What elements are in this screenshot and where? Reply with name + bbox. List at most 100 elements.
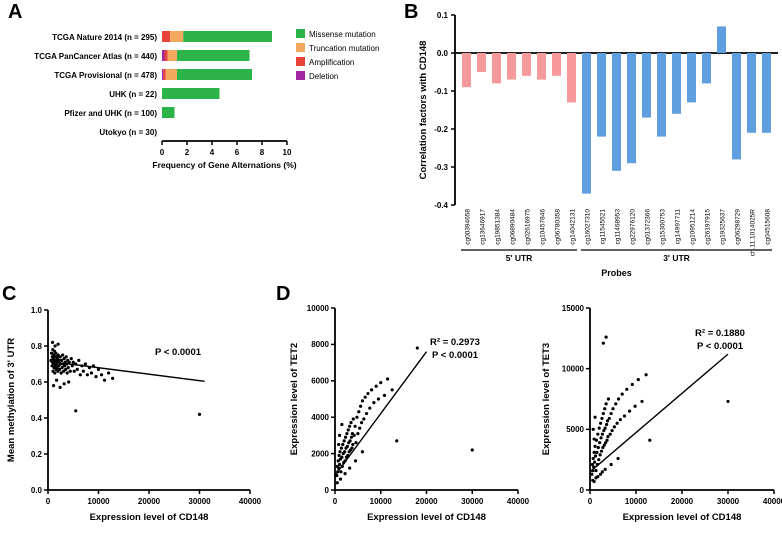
panel-c-letter: C	[2, 283, 17, 305]
svg-text:0.0: 0.0	[437, 49, 449, 58]
svg-text:0.0: 0.0	[31, 486, 43, 495]
svg-text:0.8: 0.8	[31, 342, 43, 351]
panel-a-letter: A	[8, 1, 23, 23]
svg-text:6000: 6000	[311, 377, 329, 386]
svg-text:10000: 10000	[307, 304, 330, 313]
svg-text:-0.3: -0.3	[434, 163, 448, 172]
svg-text:R² = 0.1880: R² = 0.1880	[695, 328, 745, 339]
tet2-expression-scatter: 0 2000 4000 6000 8000 10000 0 10000 20000 30000 40…	[289, 304, 530, 523]
tet3-expression-scatter: 0 5000 10000 15000 0 10000 20000 30000 40000 Expr…	[541, 304, 782, 523]
svg-text:cg10457846: cg10457846	[540, 209, 547, 245]
svg-text:Utokyo (n = 30): Utokyo (n = 30)	[99, 128, 157, 137]
svg-text:Expression level of CD148: Expression level of CD148	[623, 512, 742, 523]
svg-text:cg15300753: cg15300753	[660, 209, 667, 245]
svg-text:40000: 40000	[239, 497, 262, 506]
svg-text:0.6: 0.6	[31, 378, 43, 387]
svg-text:-0.2: -0.2	[434, 125, 448, 134]
panel-d-letter: D	[276, 283, 291, 305]
svg-text:cg16027310: cg16027310	[585, 209, 592, 245]
svg-text:P < 0.0001: P < 0.0001	[697, 341, 744, 352]
svg-text:TCGA Provisional (n = 478): TCGA Provisional (n = 478)	[54, 71, 157, 80]
svg-text:1.0: 1.0	[31, 306, 43, 315]
svg-text:cg01372366: cg01372366	[645, 209, 652, 245]
svg-text:0.2: 0.2	[31, 450, 43, 459]
svg-text:Mean methylation of 3' UTR: Mean methylation of 3' UTR	[6, 338, 17, 462]
svg-text:3' UTR: 3' UTR	[663, 253, 690, 263]
svg-text:cg22976120: cg22976120	[630, 209, 637, 245]
svg-text:0: 0	[46, 497, 51, 506]
svg-text:10000: 10000	[625, 497, 648, 506]
svg-text:40000: 40000	[763, 497, 782, 506]
svg-text:P < 0.0001: P < 0.0001	[155, 347, 202, 358]
svg-text:Expression level of CD148: Expression level of CD148	[90, 512, 209, 523]
svg-text:2: 2	[185, 148, 190, 157]
panel-b-letter: B	[404, 1, 419, 23]
svg-text:R² = 0.2973: R² = 0.2973	[430, 337, 480, 348]
svg-text:cg14042131: cg14042131	[570, 209, 577, 245]
svg-text:Expression level of CD148: Expression level of CD148	[367, 512, 486, 523]
svg-text:30000: 30000	[188, 497, 211, 506]
svg-text:0: 0	[333, 497, 338, 506]
svg-text:20000: 20000	[138, 497, 161, 506]
svg-text:cg06780358: cg06780358	[555, 209, 562, 245]
svg-text:20000: 20000	[415, 497, 438, 506]
svg-text:2000: 2000	[311, 449, 329, 458]
svg-text:40000: 40000	[507, 497, 530, 506]
svg-text:TCGA PanCancer Atlas (n = 440): TCGA PanCancer Atlas (n = 440)	[34, 52, 157, 61]
cd148-methylation-correlation-chart: 0.1 0.0 -0.1 -0.2 -0.3 -0.4 Correlation factor…	[418, 11, 778, 278]
svg-text:0: 0	[160, 148, 165, 157]
svg-text:ch.11.1014025R: ch.11.1014025R	[750, 209, 757, 257]
svg-text:cg11545521: cg11545521	[600, 209, 607, 245]
svg-text:cg26197915: cg26197915	[705, 209, 712, 245]
svg-text:Missense mutation: Missense mutation	[309, 30, 376, 39]
svg-text:6: 6	[235, 148, 240, 157]
svg-text:cg11468953: cg11468953	[615, 209, 622, 245]
svg-text:cg02616975: cg02616975	[525, 209, 532, 245]
svg-text:0.4: 0.4	[31, 414, 43, 423]
svg-text:P < 0.0001: P < 0.0001	[432, 350, 479, 361]
svg-text:Deletion: Deletion	[309, 72, 338, 81]
svg-text:cg04515608: cg04515608	[765, 209, 772, 245]
svg-text:30000: 30000	[461, 497, 484, 506]
svg-text:cg19851384: cg19851384	[495, 209, 502, 245]
svg-text:Pfizer and UHK (n = 100): Pfizer and UHK (n = 100)	[64, 109, 157, 118]
svg-text:UHK (n = 22): UHK (n = 22)	[109, 90, 157, 99]
svg-text:10: 10	[283, 148, 292, 157]
methylation-vs-expression-scatter: 0.0 0.2 0.4 0.6 0.8 1.0 0 10000 20000 30000 40000 M…	[6, 306, 262, 523]
svg-text:0: 0	[588, 497, 593, 506]
svg-text:TCGA Nature 2014 (n = 295): TCGA Nature 2014 (n = 295)	[52, 33, 157, 42]
svg-text:Probes: Probes	[601, 268, 632, 278]
svg-text:0.1: 0.1	[437, 11, 449, 20]
svg-text:8: 8	[260, 148, 265, 157]
svg-text:cg14997711: cg14997711	[675, 209, 682, 245]
svg-text:-0.4: -0.4	[434, 201, 448, 210]
svg-text:cg00394658: cg00394658	[465, 209, 472, 245]
svg-text:cg13646917: cg13646917	[480, 209, 487, 245]
svg-text:10000: 10000	[370, 497, 393, 506]
svg-text:5' UTR: 5' UTR	[506, 253, 533, 263]
svg-text:cg06890484: cg06890484	[510, 209, 517, 245]
svg-text:10000: 10000	[562, 364, 585, 373]
svg-text:Correlation factors with CD148: Correlation factors with CD148	[418, 41, 429, 180]
svg-text:Expression level of TET3: Expression level of TET3	[541, 343, 552, 455]
gene-alteration-frequency-chart: TCGA Nature 2014 (n = 295) TCGA PanCancer…	[34, 29, 379, 170]
svg-text:Amplification: Amplification	[309, 58, 354, 67]
svg-text:Frequency of Gene Alternations: Frequency of Gene Alternations (%)	[152, 160, 296, 170]
svg-text:Truncation mutation: Truncation mutation	[309, 44, 379, 53]
svg-text:15000: 15000	[562, 304, 585, 313]
svg-text:10000: 10000	[87, 497, 110, 506]
svg-text:cg06298729: cg06298729	[735, 209, 742, 245]
svg-text:cg19325637: cg19325637	[720, 209, 727, 245]
svg-text:0: 0	[580, 486, 585, 495]
svg-text:8000: 8000	[311, 340, 329, 349]
svg-text:4000: 4000	[311, 413, 329, 422]
svg-text:-0.1: -0.1	[434, 87, 448, 96]
svg-text:cg10951214: cg10951214	[690, 209, 697, 245]
svg-text:Expression level of TET2: Expression level of TET2	[289, 343, 300, 455]
svg-text:0: 0	[325, 486, 330, 495]
svg-text:4: 4	[210, 148, 215, 157]
svg-text:5000: 5000	[566, 425, 584, 434]
svg-text:20000: 20000	[671, 497, 694, 506]
svg-text:30000: 30000	[717, 497, 740, 506]
